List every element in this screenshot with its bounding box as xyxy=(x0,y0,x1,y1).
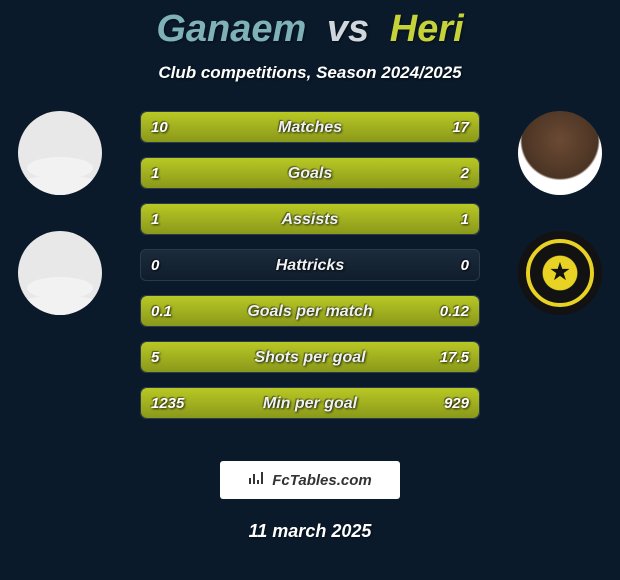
value-right: 2 xyxy=(461,158,469,189)
stat-label: Goals xyxy=(141,158,479,189)
stat-row: 0.1Goals per match0.12 xyxy=(140,295,480,327)
stat-row: 10Matches17 xyxy=(140,111,480,143)
date-label: 11 march 2025 xyxy=(0,521,620,542)
stat-label: Min per goal xyxy=(141,388,479,419)
star-icon: ★ xyxy=(549,257,572,287)
stat-row: 1Goals2 xyxy=(140,157,480,189)
player1-avatar xyxy=(18,111,102,195)
face-icon xyxy=(518,111,602,195)
stat-row: 1235Min per goal929 xyxy=(140,387,480,419)
player1-name: Ganaem xyxy=(156,8,306,50)
source-logo-text: FcTables.com xyxy=(272,472,371,489)
subtitle: Club competitions, Season 2024/2025 xyxy=(0,63,620,83)
value-right: 929 xyxy=(444,388,469,419)
value-right: 17 xyxy=(452,112,469,143)
crest-icon: ★ xyxy=(518,231,602,315)
player1-club-crest xyxy=(18,231,102,315)
stat-label: Matches xyxy=(141,112,479,143)
value-right: 1 xyxy=(461,204,469,235)
comparison-title: Ganaem vs Heri xyxy=(0,0,620,51)
player2-name: Heri xyxy=(390,8,464,50)
stat-row: 1Assists1 xyxy=(140,203,480,235)
source-logo: FcTables.com xyxy=(220,461,400,499)
stat-row: 5Shots per goal17.5 xyxy=(140,341,480,373)
silhouette-icon xyxy=(18,111,102,195)
stat-row: 0Hattricks0 xyxy=(140,249,480,281)
player2-avatar xyxy=(518,111,602,195)
stat-label: Goals per match xyxy=(141,296,479,327)
stat-label: Shots per goal xyxy=(141,342,479,373)
vs-label: vs xyxy=(327,8,369,50)
silhouette-icon xyxy=(18,231,102,315)
stat-bars: 10Matches171Goals21Assists10Hattricks00.… xyxy=(140,111,480,433)
chart-icon xyxy=(248,470,266,490)
stat-label: Assists xyxy=(141,204,479,235)
stat-label: Hattricks xyxy=(141,250,479,281)
player2-club-crest: ★ xyxy=(518,231,602,315)
value-right: 17.5 xyxy=(440,342,469,373)
value-right: 0.12 xyxy=(440,296,469,327)
stats-arena: ★ 10Matches171Goals21Assists10Hattricks0… xyxy=(0,111,620,431)
value-right: 0 xyxy=(461,250,469,281)
